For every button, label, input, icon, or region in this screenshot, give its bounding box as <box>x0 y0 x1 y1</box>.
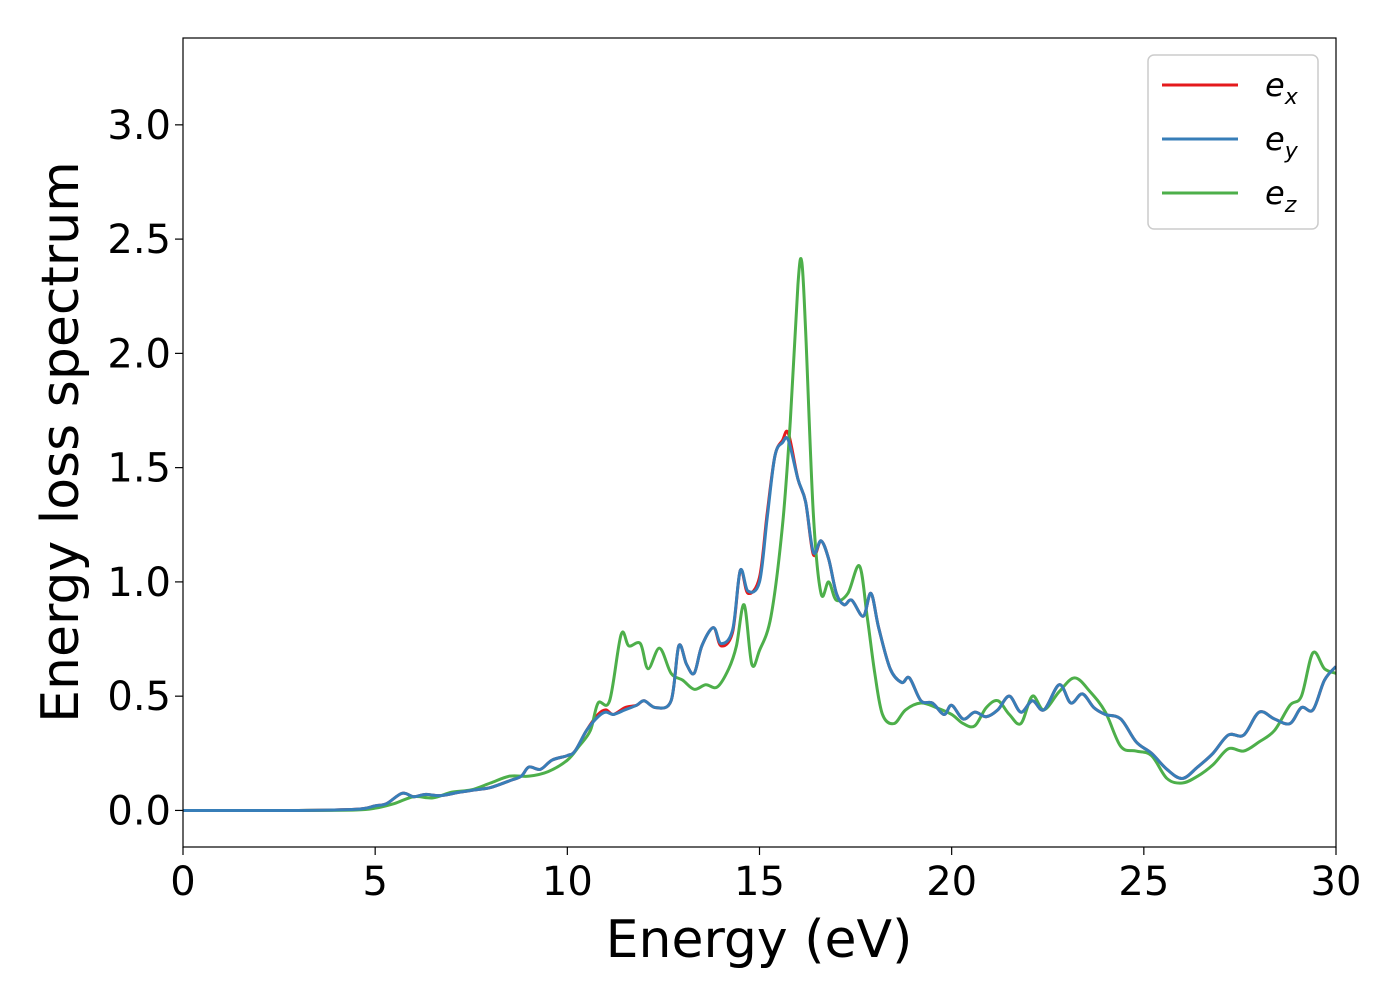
y-tick-label: 2.5 <box>107 217 171 263</box>
x-tick-label: 30 <box>1311 859 1362 905</box>
x-tick-label: 25 <box>1118 859 1169 905</box>
x-tick-label: 10 <box>542 859 593 905</box>
x-tick-label: 20 <box>926 859 977 905</box>
y-tick-label: 1.5 <box>107 446 171 492</box>
legend: ex ey ez <box>1147 54 1319 230</box>
legend-box <box>1147 54 1319 230</box>
y-tick-label: 0.5 <box>107 674 171 720</box>
x-tick-label: 0 <box>170 859 195 905</box>
series-line-e-y <box>183 436 1336 813</box>
y-tick-label: 3.0 <box>107 103 171 149</box>
series-line-e-z <box>183 257 1336 812</box>
x-tick-label: 5 <box>362 859 387 905</box>
series-line-e-x <box>183 429 1336 813</box>
legend-label-e-y: ey <box>1265 120 1299 164</box>
legend-label-e-x: ex <box>1265 66 1299 110</box>
y-axis-label: Energy loss spectrum <box>31 161 91 723</box>
x-axis-label: Energy (eV) <box>606 910 913 970</box>
y-tick-label: 2.0 <box>107 331 171 377</box>
x-tick-label: 15 <box>734 859 785 905</box>
legend-label-e-z: ez <box>1265 174 1297 218</box>
x-axis: 0 5 10 15 20 25 30 <box>170 847 1361 905</box>
y-axis: 0.0 0.5 1.0 1.5 2.0 2.5 3.0 <box>107 103 183 834</box>
y-tick-label: 0.0 <box>107 788 171 834</box>
y-tick-label: 1.0 <box>107 560 171 606</box>
